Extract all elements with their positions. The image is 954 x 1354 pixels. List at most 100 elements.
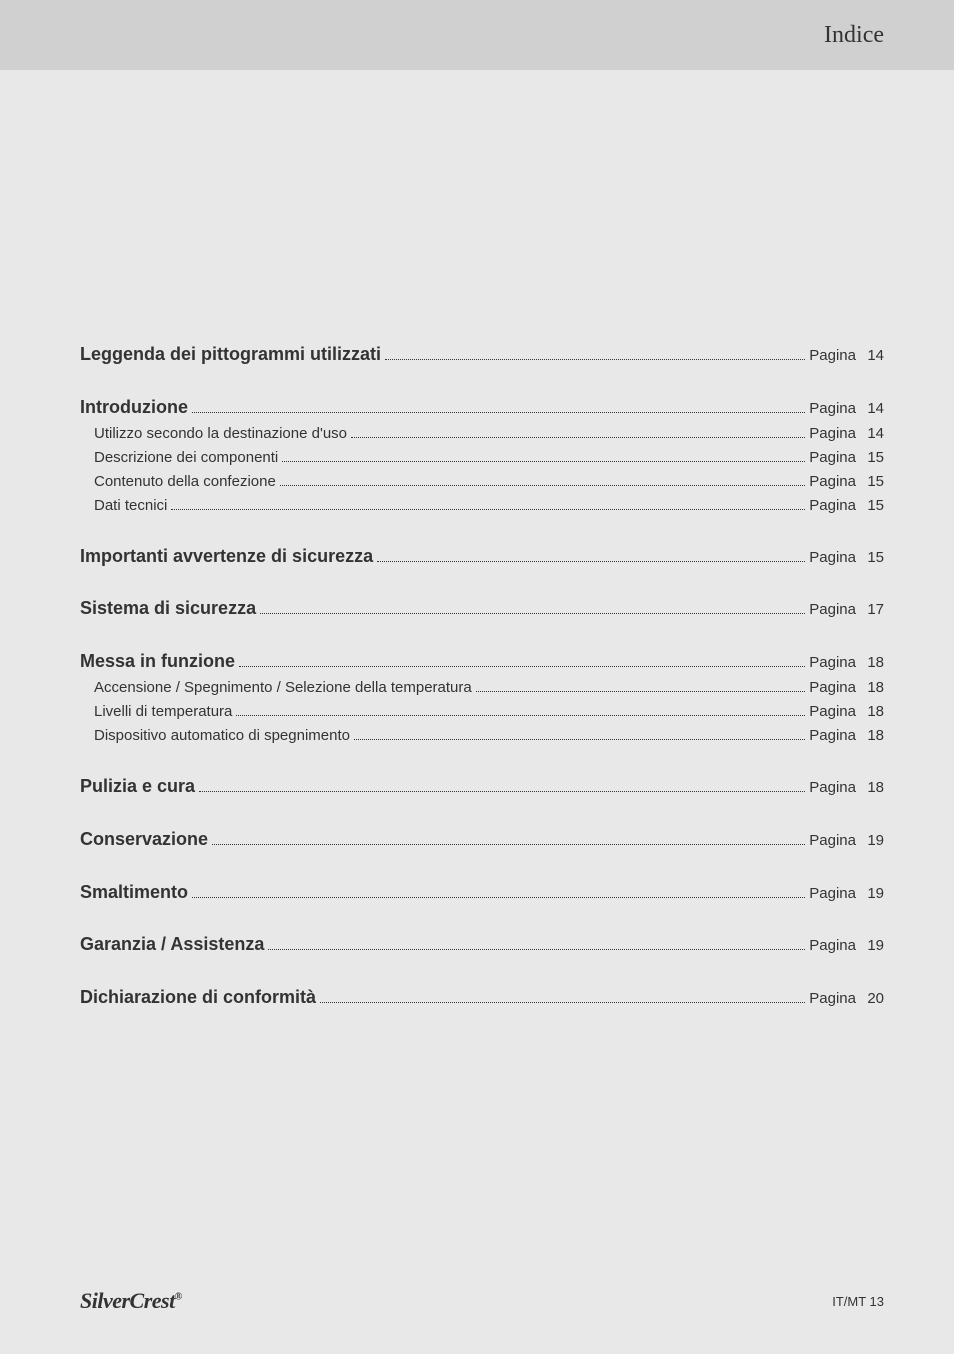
page-number: IT/MT 13 <box>832 1294 884 1309</box>
toc-page-number: 15 <box>862 546 884 570</box>
toc-dots <box>171 509 805 510</box>
toc-section-heading: Pulizia e curaPagina18 <box>80 772 884 801</box>
toc-page-number: 18 <box>862 676 884 700</box>
toc-section-title: Conservazione <box>80 825 208 854</box>
toc-sub-item: Accensione / Spegnimento / Selezione del… <box>80 676 884 700</box>
toc-dots <box>236 715 805 716</box>
toc-page-label: Pagina <box>809 422 856 446</box>
toc-page-label: Pagina <box>809 546 856 570</box>
toc-dots <box>212 844 805 845</box>
toc-page-label: Pagina <box>809 651 856 675</box>
toc-section-title: Importanti avvertenze di sicurezza <box>80 542 373 571</box>
toc-page-number: 19 <box>862 829 884 853</box>
toc-dots <box>260 613 805 614</box>
toc-section-title: Introduzione <box>80 393 188 422</box>
footer: SilverCrest® IT/MT 13 <box>0 1288 954 1314</box>
toc-page-label: Pagina <box>809 676 856 700</box>
toc-section-title: Messa in funzione <box>80 647 235 676</box>
toc-section-heading: Garanzia / Assistenza Pagina19 <box>80 930 884 959</box>
toc-page-number: 19 <box>862 934 884 958</box>
toc-sub-title: Dati tecnici <box>80 494 167 518</box>
toc-page-number: 14 <box>862 397 884 421</box>
toc-sub-item: Utilizzo secondo la destinazione d'uso Pa… <box>80 422 884 446</box>
toc-dots <box>268 949 805 950</box>
toc-page-number: 14 <box>862 422 884 446</box>
toc-section-heading: Conservazione Pagina19 <box>80 825 884 854</box>
toc-section-heading: Messa in funzionePagina18 <box>80 647 884 676</box>
toc-dots <box>476 691 806 692</box>
toc-dots <box>320 1002 805 1003</box>
toc-section-title: Garanzia / Assistenza <box>80 930 264 959</box>
toc-section: Smaltimento Pagina19 <box>80 878 884 907</box>
toc-dots <box>351 437 805 438</box>
page-container: Indice Leggenda dei pittogrammi utilizza… <box>0 0 954 1354</box>
toc-dots <box>385 359 805 360</box>
toc-page-number: 15 <box>862 494 884 518</box>
toc-page-number: 17 <box>862 598 884 622</box>
toc-section-title: Smaltimento <box>80 878 188 907</box>
toc-page-number: 14 <box>862 344 884 368</box>
toc-section: IntroduzionePagina14Utilizzo secondo la … <box>80 393 884 518</box>
toc-sub-title: Utilizzo secondo la destinazione d'uso <box>80 422 347 446</box>
toc-dots <box>199 791 805 792</box>
header-title: Indice <box>824 22 884 49</box>
toc-section-title: Dichiarazione di conformità <box>80 983 316 1012</box>
brand-reg: ® <box>175 1292 182 1303</box>
toc-page-label: Pagina <box>809 446 856 470</box>
toc-section: Dichiarazione di conformità Pagina20 <box>80 983 884 1012</box>
toc-section-heading: Leggenda dei pittogrammi utilizzati Pagin… <box>80 340 884 369</box>
toc-sub-title: Accensione / Spegnimento / Selezione del… <box>80 676 472 700</box>
toc-dots <box>354 739 805 740</box>
toc-sub-item: Dati tecnici Pagina15 <box>80 494 884 518</box>
toc-section-title: Sistema di sicurezza <box>80 594 256 623</box>
toc-page-number: 15 <box>862 446 884 470</box>
toc-page-label: Pagina <box>809 344 856 368</box>
toc-page-label: Pagina <box>809 724 856 748</box>
toc-page-number: 18 <box>862 700 884 724</box>
toc-page-number: 20 <box>862 987 884 1011</box>
toc-section-title: Leggenda dei pittogrammi utilizzati <box>80 340 381 369</box>
brand-text: SilverCrest <box>80 1288 175 1313</box>
toc-page-number: 18 <box>862 776 884 800</box>
toc-section-heading: Smaltimento Pagina19 <box>80 878 884 907</box>
toc-sub-item: Contenuto della confezione Pagina15 <box>80 470 884 494</box>
toc-dots <box>377 561 805 562</box>
toc-section: Garanzia / Assistenza Pagina19 <box>80 930 884 959</box>
toc-section: Conservazione Pagina19 <box>80 825 884 854</box>
toc-section: Pulizia e curaPagina18 <box>80 772 884 801</box>
toc-sub-item: Descrizione dei componenti Pagina15 <box>80 446 884 470</box>
toc-page-label: Pagina <box>809 494 856 518</box>
toc-page-number: 15 <box>862 470 884 494</box>
toc-root: Leggenda dei pittogrammi utilizzati Pagin… <box>80 340 884 1012</box>
toc-section-heading: Introduzione Pagina14 <box>80 393 884 422</box>
toc-dots <box>280 485 805 486</box>
header-bar: Indice <box>0 0 954 70</box>
toc-page-label: Pagina <box>809 470 856 494</box>
toc-sub-item: Dispositivo automatico di spegnimento Pag… <box>80 724 884 748</box>
toc-page-label: Pagina <box>809 397 856 421</box>
toc-content: Leggenda dei pittogrammi utilizzati Pagin… <box>0 70 954 1012</box>
toc-page-label: Pagina <box>809 829 856 853</box>
toc-page-label: Pagina <box>809 598 856 622</box>
toc-dots <box>192 412 805 413</box>
toc-page-number: 19 <box>862 882 884 906</box>
toc-page-label: Pagina <box>809 700 856 724</box>
toc-section-heading: Sistema di sicurezza Pagina17 <box>80 594 884 623</box>
toc-section: Leggenda dei pittogrammi utilizzati Pagin… <box>80 340 884 369</box>
toc-dots <box>282 461 805 462</box>
toc-sub-title: Livelli di temperatura <box>80 700 232 724</box>
toc-section-heading: Importanti avvertenze di sicurezza Pagina… <box>80 542 884 571</box>
toc-section: Sistema di sicurezza Pagina17 <box>80 594 884 623</box>
toc-dots <box>239 666 805 667</box>
toc-page-label: Pagina <box>809 934 856 958</box>
toc-page-label: Pagina <box>809 882 856 906</box>
toc-page-label: Pagina <box>809 987 856 1011</box>
toc-sub-title: Contenuto della confezione <box>80 470 276 494</box>
toc-page-label: Pagina <box>809 776 856 800</box>
toc-sub-item: Livelli di temperatura Pagina18 <box>80 700 884 724</box>
toc-sub-title: Descrizione dei componenti <box>80 446 278 470</box>
toc-sub-title: Dispositivo automatico di spegnimento <box>80 724 350 748</box>
toc-section-heading: Dichiarazione di conformità Pagina20 <box>80 983 884 1012</box>
toc-dots <box>192 897 805 898</box>
toc-section: Importanti avvertenze di sicurezza Pagina… <box>80 542 884 571</box>
